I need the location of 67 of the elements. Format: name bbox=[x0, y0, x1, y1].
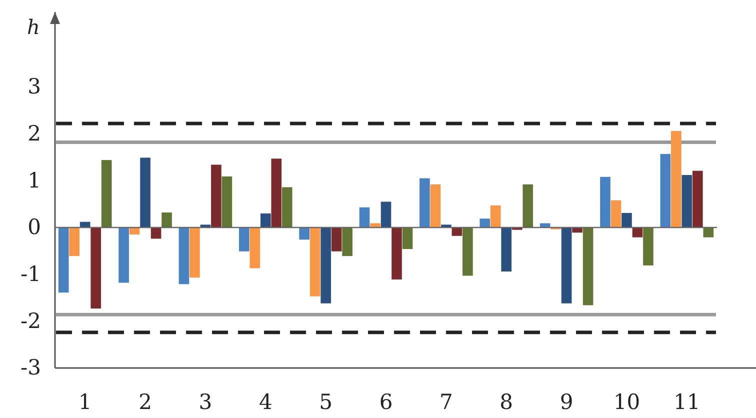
x-tick-label: 4 bbox=[258, 390, 272, 414]
bar bbox=[582, 227, 594, 306]
y-tick-label: 2 bbox=[28, 122, 41, 146]
bar bbox=[90, 227, 101, 309]
bar bbox=[392, 227, 402, 280]
bar bbox=[271, 158, 282, 228]
y-tick-label: -2 bbox=[20, 308, 41, 333]
bar bbox=[129, 227, 140, 234]
bar bbox=[320, 227, 331, 304]
bar bbox=[692, 170, 703, 228]
bar bbox=[150, 227, 162, 239]
bar bbox=[671, 130, 682, 228]
bar bbox=[69, 227, 80, 256]
x-tick-label: 8 bbox=[500, 390, 514, 414]
y-tick-label: -1 bbox=[20, 262, 41, 286]
x-tick-label: 10 bbox=[613, 390, 640, 414]
bar bbox=[561, 227, 572, 304]
bar bbox=[250, 227, 260, 268]
bar bbox=[178, 227, 190, 284]
bar bbox=[622, 212, 632, 228]
bar bbox=[430, 184, 441, 228]
bar bbox=[342, 227, 352, 256]
x-tick-label: 6 bbox=[379, 390, 393, 414]
bar bbox=[380, 202, 392, 228]
x-tick-label: 9 bbox=[560, 390, 574, 414]
y-tick-label: -3 bbox=[20, 356, 41, 380]
bar bbox=[140, 158, 150, 228]
bar bbox=[462, 227, 473, 276]
bar bbox=[490, 205, 501, 228]
bar bbox=[632, 227, 643, 238]
bar bbox=[310, 227, 320, 296]
y-tick-label: 1 bbox=[28, 168, 41, 192]
y-axis-title: h bbox=[27, 15, 40, 39]
bar bbox=[101, 160, 112, 228]
x-tick-label: 3 bbox=[198, 390, 212, 414]
bar bbox=[299, 227, 310, 240]
x-tick-label: 1 bbox=[78, 390, 92, 414]
x-tick-label: 2 bbox=[138, 390, 152, 414]
bar bbox=[522, 184, 534, 228]
bar bbox=[118, 227, 129, 283]
bar bbox=[682, 175, 692, 228]
bar bbox=[441, 224, 452, 228]
bar bbox=[359, 207, 370, 228]
x-tick-label: 11 bbox=[674, 390, 700, 414]
bar bbox=[162, 212, 172, 228]
bar bbox=[402, 227, 413, 250]
bar bbox=[190, 227, 200, 278]
bar bbox=[452, 227, 462, 236]
bar bbox=[480, 218, 490, 228]
y-tick-label: 3 bbox=[28, 74, 41, 99]
bar bbox=[660, 154, 671, 228]
bar bbox=[610, 200, 622, 228]
x-tick-label: 5 bbox=[319, 390, 333, 414]
x-tick-label: 7 bbox=[439, 390, 453, 414]
bar bbox=[211, 164, 222, 228]
bar bbox=[282, 187, 292, 228]
bar bbox=[501, 227, 512, 272]
bar bbox=[331, 227, 342, 252]
bar bbox=[58, 227, 69, 293]
bar bbox=[643, 227, 654, 266]
bar bbox=[238, 227, 250, 252]
bar bbox=[600, 176, 610, 228]
bar bbox=[260, 213, 271, 228]
bar bbox=[420, 178, 430, 228]
bar bbox=[703, 227, 714, 238]
y-tick-label: 0 bbox=[28, 215, 41, 240]
bar bbox=[222, 176, 232, 228]
